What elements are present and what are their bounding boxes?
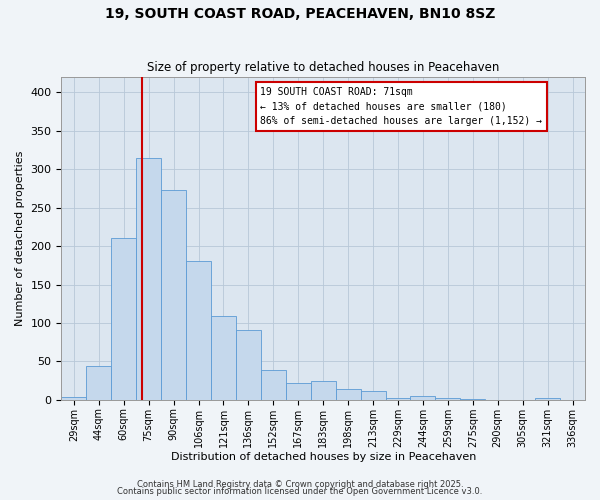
Bar xyxy=(286,383,311,400)
Bar xyxy=(460,399,485,400)
Bar xyxy=(86,366,111,400)
Bar xyxy=(261,370,286,400)
Bar xyxy=(136,158,161,400)
Bar xyxy=(335,389,361,400)
Bar xyxy=(361,392,386,400)
Text: 19 SOUTH COAST ROAD: 71sqm
← 13% of detached houses are smaller (180)
86% of sem: 19 SOUTH COAST ROAD: 71sqm ← 13% of deta… xyxy=(260,86,542,126)
Text: 19, SOUTH COAST ROAD, PEACEHAVEN, BN10 8SZ: 19, SOUTH COAST ROAD, PEACEHAVEN, BN10 8… xyxy=(105,8,495,22)
Bar xyxy=(436,398,460,400)
Bar xyxy=(161,190,186,400)
Text: Contains public sector information licensed under the Open Government Licence v3: Contains public sector information licen… xyxy=(118,487,482,496)
X-axis label: Distribution of detached houses by size in Peacehaven: Distribution of detached houses by size … xyxy=(170,452,476,462)
Bar xyxy=(61,396,86,400)
Bar xyxy=(386,398,410,400)
Bar xyxy=(111,238,136,400)
Bar xyxy=(311,382,335,400)
Title: Size of property relative to detached houses in Peacehaven: Size of property relative to detached ho… xyxy=(147,62,499,74)
Text: Contains HM Land Registry data © Crown copyright and database right 2025.: Contains HM Land Registry data © Crown c… xyxy=(137,480,463,489)
Bar xyxy=(186,262,211,400)
Bar xyxy=(211,316,236,400)
Bar xyxy=(236,330,261,400)
Bar xyxy=(410,396,436,400)
Y-axis label: Number of detached properties: Number of detached properties xyxy=(15,150,25,326)
Bar xyxy=(535,398,560,400)
